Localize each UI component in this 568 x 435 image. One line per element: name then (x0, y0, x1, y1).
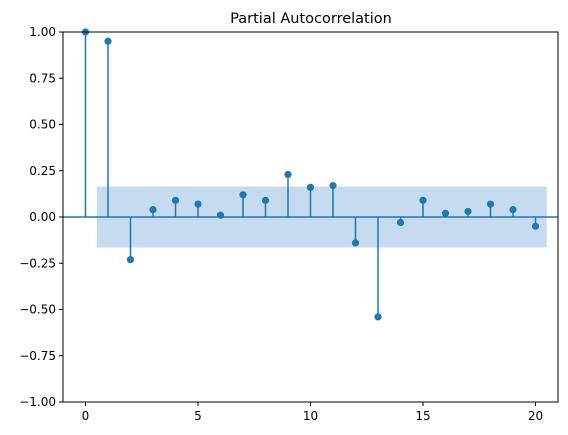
stem-marker (306, 183, 315, 191)
x-tick-label: 5 (194, 409, 202, 423)
x-tick-label: 15 (415, 409, 430, 423)
stem-marker (284, 170, 292, 179)
stem-marker (216, 211, 225, 219)
plot-layer: 0 5 10 15 20 −1.00 −0.75 −0.50 −0.25 0.00 0.25 0.50… (19, 25, 559, 423)
y-tick-label: 0.25 (29, 164, 56, 178)
stem-marker (329, 181, 337, 190)
stem-marker (239, 191, 247, 199)
x-tick-label: 20 (528, 409, 543, 423)
y-tick-label: −0.50 (19, 303, 56, 317)
stem-marker (464, 207, 472, 216)
y-tick-label: −0.25 (19, 256, 56, 270)
y-tick-label: −0.75 (19, 349, 56, 363)
x-tick-label: 10 (303, 409, 318, 423)
stem-marker (396, 218, 405, 227)
y-tick-label: 0.00 (29, 210, 56, 224)
x-tick-label: 0 (82, 409, 90, 423)
stem-marker (374, 313, 382, 321)
y-tick-label: 0.75 (29, 71, 56, 85)
y-tick-label: 0.50 (29, 118, 56, 132)
stem-marker (261, 196, 270, 204)
y-tick-label: 1.00 (29, 25, 56, 39)
stem-marker (486, 200, 495, 208)
stem-marker (149, 206, 157, 214)
stem-marker (194, 200, 202, 208)
stem-marker (531, 222, 540, 230)
chart-title: Partial Autocorrelation (230, 11, 392, 27)
stem-marker (171, 196, 180, 204)
stem-marker (441, 209, 450, 217)
stem-marker (509, 206, 517, 214)
stem-marker (104, 37, 112, 45)
stem-marker (419, 196, 427, 204)
stem-marker (126, 255, 135, 264)
stem-marker (351, 239, 360, 247)
y-tick-label: −1.00 (19, 395, 56, 409)
